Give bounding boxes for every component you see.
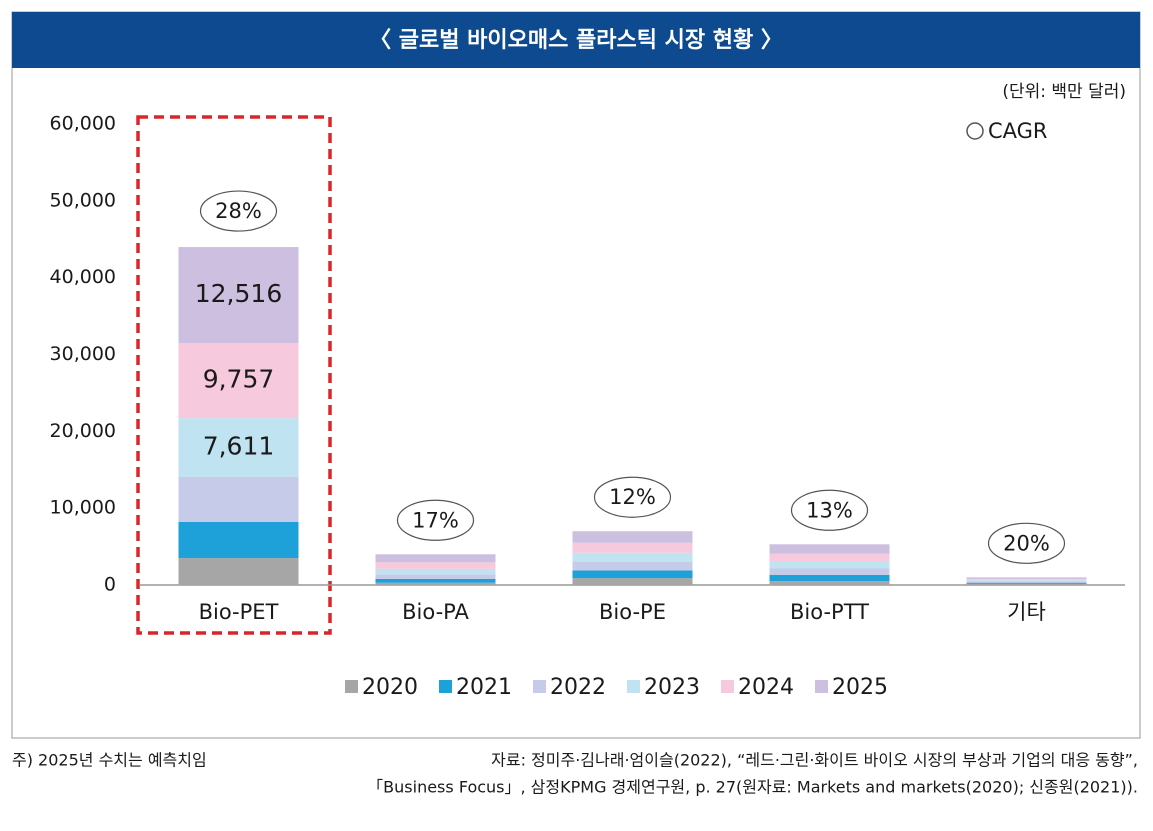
bar-segment xyxy=(966,583,1087,585)
y-tick-label: 0 xyxy=(104,574,116,596)
legend-label: 2024 xyxy=(738,675,794,700)
bar-segment xyxy=(375,568,496,575)
bar-segment xyxy=(966,581,1087,583)
x-tick-label: Bio-PE xyxy=(599,600,666,624)
x-tick-label: Bio-PTT xyxy=(790,600,869,624)
legend-label: 2025 xyxy=(832,675,888,700)
cagr-bubble xyxy=(790,489,869,531)
legend-swatch xyxy=(627,680,640,693)
cagr-bubble xyxy=(396,499,475,541)
cagr-legend-icon xyxy=(966,122,984,140)
y-tick-label: 20,000 xyxy=(50,420,116,442)
bar-segment xyxy=(375,574,496,579)
bar-segment xyxy=(966,578,1087,581)
bar-segment xyxy=(572,552,693,562)
bar-segment xyxy=(966,580,1087,582)
bar-segment xyxy=(966,582,1087,584)
bar-segment xyxy=(375,554,496,563)
footnote: 주) 2025년 수치는 예측치임 xyxy=(12,751,207,770)
bar-segment xyxy=(769,553,890,562)
cagr-bubble xyxy=(199,190,278,232)
title-bar xyxy=(12,12,1140,68)
bar-segment xyxy=(375,582,496,585)
y-tick-label: 30,000 xyxy=(50,343,116,365)
legend-label: 2022 xyxy=(550,675,606,700)
cagr-label: 20% xyxy=(1003,531,1050,555)
value-label: 7,611 xyxy=(203,431,275,460)
bar-segment xyxy=(966,577,1087,579)
legend-swatch xyxy=(533,680,546,693)
y-tick-label: 60,000 xyxy=(50,113,116,135)
x-tick-label: 기타 xyxy=(1007,600,1046,624)
y-tick-label: 10,000 xyxy=(50,497,116,519)
cagr-bubble xyxy=(593,476,672,518)
bar-segment xyxy=(178,418,299,477)
bar-segment xyxy=(178,521,299,559)
legend-label: 2021 xyxy=(456,675,512,700)
cagr-label: 28% xyxy=(215,199,262,223)
y-tick-label: 50,000 xyxy=(50,189,116,211)
cagr-legend: CAGR xyxy=(988,119,1048,143)
bar-segment xyxy=(572,578,693,585)
bar-segment xyxy=(178,558,299,585)
highlight-box xyxy=(136,115,332,635)
legend-swatch xyxy=(721,680,734,693)
chart-title: 〈 글로벌 바이오매스 플라스틱 시장 현황 〉 xyxy=(369,28,783,53)
bar-segment xyxy=(375,562,496,569)
bar-segment xyxy=(572,531,693,543)
bar-segment xyxy=(769,575,890,582)
bar-segment xyxy=(769,568,890,576)
cagr-label: 12% xyxy=(609,485,656,509)
bar-segment xyxy=(769,561,890,569)
unit-note: (단위: 백만 달러) xyxy=(1002,82,1126,102)
bar-segment xyxy=(572,561,693,571)
bar-segment xyxy=(178,247,299,344)
bar-segment xyxy=(178,476,299,522)
y-tick-label: 40,000 xyxy=(50,266,116,288)
x-tick-label: Bio-PA xyxy=(402,600,469,624)
legend-label: 2023 xyxy=(644,675,700,700)
x-tick-label: Bio-PET xyxy=(199,600,279,624)
bar-segment xyxy=(572,570,693,579)
cagr-bubble xyxy=(987,522,1066,564)
value-label: 9,757 xyxy=(203,365,275,394)
source: 자료: 정미주·김나래·엄이슬(2022), “레드·그린·화이트 바이오 시장… xyxy=(491,751,1138,770)
cagr-label: 13% xyxy=(806,498,853,522)
cagr-label: 17% xyxy=(412,508,459,532)
legend-swatch xyxy=(345,680,358,693)
legend-swatch xyxy=(815,680,828,693)
legend-label: 2020 xyxy=(362,675,418,700)
value-label: 12,516 xyxy=(195,279,282,308)
bar-segment xyxy=(375,578,496,583)
legend-swatch xyxy=(439,680,452,693)
bar-segment xyxy=(769,581,890,585)
bar-segment xyxy=(178,343,299,419)
source: 「Business Focus」, 삼정KPMG 경제연구원, p. 27(원자… xyxy=(367,778,1138,797)
bar-segment xyxy=(572,542,693,553)
bar-segment xyxy=(769,544,890,554)
